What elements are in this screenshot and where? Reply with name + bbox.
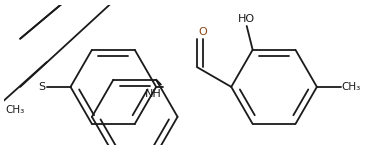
Text: CH₃: CH₃ xyxy=(5,105,24,115)
Text: O: O xyxy=(198,27,207,37)
Text: NH: NH xyxy=(145,89,162,99)
Text: S: S xyxy=(38,82,45,92)
Text: HO: HO xyxy=(238,14,255,24)
Text: CH₃: CH₃ xyxy=(342,82,361,92)
